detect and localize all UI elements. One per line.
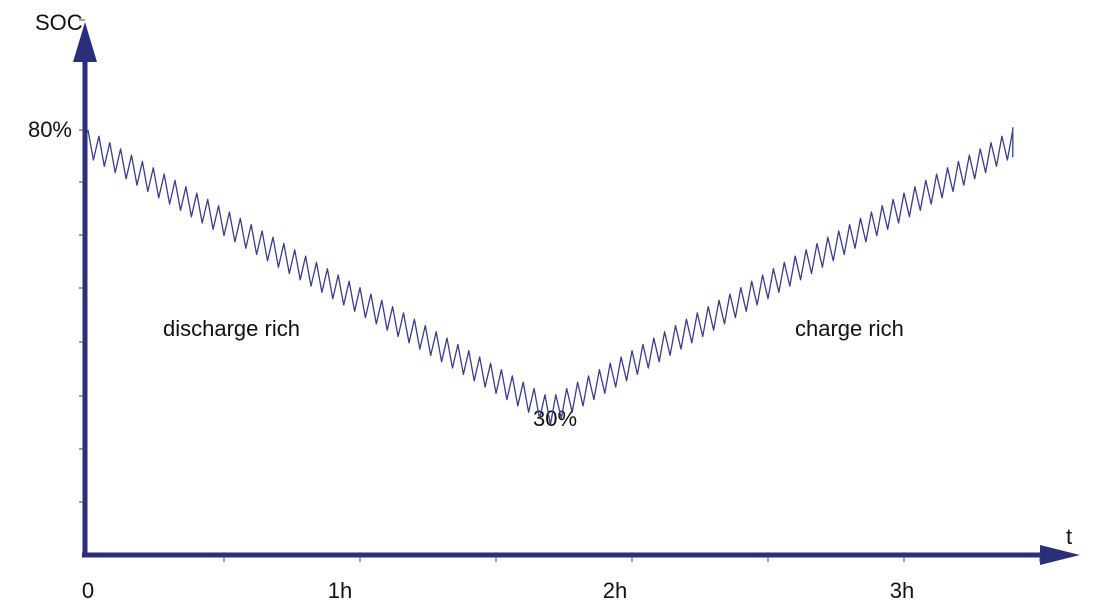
x-axis-arrow xyxy=(1040,545,1080,565)
x-tick-label-2h: 2h xyxy=(603,578,627,603)
y-axis xyxy=(73,22,97,555)
annotation-min-30: 30% xyxy=(533,406,577,431)
annotation-charge-rich: charge rich xyxy=(795,316,904,341)
x-ticks xyxy=(223,556,1041,562)
y-axis-label: SOC xyxy=(35,10,83,35)
y-tick-label-80: 80% xyxy=(28,117,72,142)
annotation-discharge-rich: discharge rich xyxy=(163,316,300,341)
x-tick-label-1h: 1h xyxy=(328,578,352,603)
x-axis-label: t xyxy=(1066,524,1072,549)
x-axis xyxy=(82,545,1080,565)
y-ticks xyxy=(79,19,85,503)
y-axis-arrow xyxy=(73,22,97,62)
x-tick-label-0: 0 xyxy=(82,578,94,603)
x-tick-label-3h: 3h xyxy=(890,578,914,603)
soc-series-line xyxy=(87,127,1014,426)
